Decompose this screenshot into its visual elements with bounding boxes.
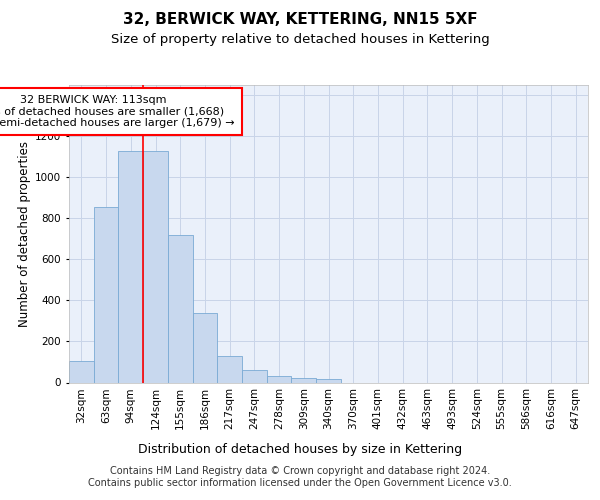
Text: 32 BERWICK WAY: 113sqm
← 49% of detached houses are smaller (1,668)
49% of semi-: 32 BERWICK WAY: 113sqm ← 49% of detached… (0, 95, 235, 128)
Bar (143, 150, 168, 382)
Y-axis label: Number of detached properties: Number of detached properties (18, 141, 31, 327)
Text: Distribution of detached houses by size in Kettering: Distribution of detached houses by size … (138, 442, 462, 456)
Bar (193, 312, 217, 382)
Text: Size of property relative to detached houses in Kettering: Size of property relative to detached ho… (110, 32, 490, 46)
Text: Contains HM Land Registry data © Crown copyright and database right 2024.
Contai: Contains HM Land Registry data © Crown c… (88, 466, 512, 487)
Bar (118, 150, 143, 382)
Bar (69, 361, 94, 382)
Bar (168, 235, 193, 382)
Text: 32, BERWICK WAY, KETTERING, NN15 5XF: 32, BERWICK WAY, KETTERING, NN15 5XF (122, 12, 478, 28)
Bar (94, 207, 118, 382)
Bar (316, 379, 341, 382)
Bar (242, 370, 267, 382)
Bar (292, 378, 316, 382)
Bar (217, 356, 242, 382)
Bar (267, 376, 292, 382)
